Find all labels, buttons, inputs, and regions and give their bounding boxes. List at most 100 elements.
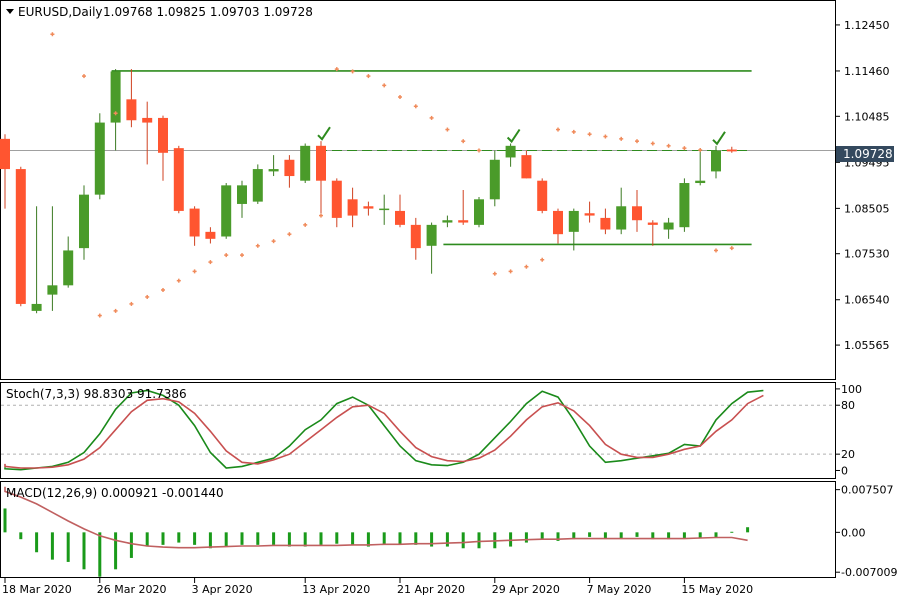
candle-body [237, 185, 247, 204]
candle-body [94, 122, 105, 195]
macd-histogram-bar [509, 532, 513, 547]
axis-layer: 1.124501.114601.104851.094951.085051.075… [2, 19, 897, 596]
sar-dot [97, 313, 102, 318]
sar-dot [650, 141, 655, 146]
price-tick-label: 1.11460 [844, 65, 890, 78]
sar-dot [603, 134, 608, 139]
candle-body [110, 71, 121, 123]
macd-histogram-bar [272, 532, 276, 545]
candle-body [632, 206, 642, 221]
macd-histogram-bar [667, 532, 671, 540]
macd-layer [3, 486, 750, 577]
macd-histogram-bar [445, 532, 449, 547]
macd-histogram-bar [98, 532, 102, 577]
candle-body [711, 150, 721, 172]
candle-body [663, 222, 674, 230]
sar-dot [508, 269, 513, 274]
price-tick-label: 1.08505 [844, 202, 890, 215]
time-tick-label: 3 Apr 2020 [192, 583, 253, 596]
macd-histogram-bar [398, 532, 402, 545]
stoch-signal-line [4, 394, 764, 469]
sar-dot [129, 301, 134, 306]
candle-body [363, 206, 374, 209]
sar-dot [224, 253, 229, 258]
price-tick-label: 1.06540 [844, 294, 890, 307]
macd-histogram-bar [351, 532, 355, 545]
sar-dot [255, 243, 260, 248]
sar-dot [82, 74, 86, 79]
candle-body [126, 99, 137, 121]
sar-dot [413, 104, 418, 109]
macd-label: MACD(12,26,9) 0.000921 -0.001440 [6, 486, 224, 500]
macd-histogram-bar [682, 532, 686, 539]
sar-dot [714, 248, 718, 253]
sar-dot [350, 69, 355, 74]
price-tick-label: 1.10485 [844, 110, 890, 123]
sar-dot [524, 264, 529, 269]
candle-body [205, 231, 216, 239]
stoch-tick-label: 100 [841, 383, 862, 396]
candle-body [584, 213, 595, 216]
sar-dot [208, 260, 213, 265]
macd-histogram-bar [730, 531, 734, 533]
price-tick-label: 1.05565 [844, 339, 890, 352]
macd-histogram-bar [746, 527, 750, 533]
ohlc-label: 1.09768 1.09825 1.09703 1.09728 [103, 5, 313, 19]
sar-dot [729, 246, 734, 251]
candle-body [158, 117, 168, 153]
candle-body [300, 145, 311, 181]
stoch-panel[interactable] [0, 382, 836, 479]
sar-dot [382, 83, 387, 88]
candle-body [47, 285, 58, 295]
candle-body [31, 303, 42, 311]
sar-dot [429, 115, 434, 120]
candle-body [647, 222, 658, 225]
candle-body [458, 220, 469, 223]
current-price-label: 1.09728 [843, 147, 893, 161]
sar-dot [271, 239, 276, 244]
sar-dot [319, 213, 323, 218]
macd-histogram-bar [524, 532, 528, 543]
candle-body [268, 169, 279, 172]
macd-histogram-bar [240, 532, 244, 545]
macd-histogram-bar [319, 532, 323, 545]
candle-body [537, 180, 548, 211]
price-tick-label: 1.07530 [844, 248, 890, 261]
macd-histogram-bar [66, 532, 70, 562]
macd-signal-line [4, 486, 748, 549]
macd-histogram-bar [366, 532, 370, 547]
sar-dot [619, 136, 624, 141]
macd-panel[interactable] [0, 481, 836, 578]
macd-histogram-bar [193, 532, 197, 545]
macd-histogram-bar [556, 532, 560, 541]
candle-body [347, 199, 358, 216]
candle-body [489, 159, 500, 200]
sar-dot [635, 139, 639, 144]
candle-body [505, 145, 516, 158]
dropdown-triangle-icon[interactable] [6, 9, 14, 14]
sar-dot [571, 129, 576, 134]
candle-body [521, 155, 532, 179]
check-mark-icon [317, 126, 331, 141]
macd-histogram-bar [698, 532, 702, 539]
stoch-main-line [4, 389, 764, 471]
macd-histogram-bar [382, 532, 386, 545]
macd-histogram-bar [35, 532, 39, 553]
sar-dot [698, 148, 703, 153]
candle-body [568, 210, 579, 232]
macd-histogram-bar [572, 532, 576, 540]
stoch-layer [1, 389, 835, 471]
macd-histogram-bar [461, 532, 465, 549]
macd-tick-label: -0.007009 [841, 566, 897, 579]
price-layer [0, 32, 835, 318]
time-tick-label: 26 Mar 2020 [97, 583, 167, 596]
sar-dot [540, 257, 545, 262]
macd-histogram-bar [603, 532, 607, 539]
macd-histogram-bar [129, 532, 133, 558]
macd-histogram-bar [651, 532, 655, 540]
macd-histogram-bar [303, 532, 307, 547]
price-panel[interactable] [0, 0, 836, 380]
macd-histogram-bar [714, 532, 718, 539]
current-price-box [836, 146, 894, 162]
